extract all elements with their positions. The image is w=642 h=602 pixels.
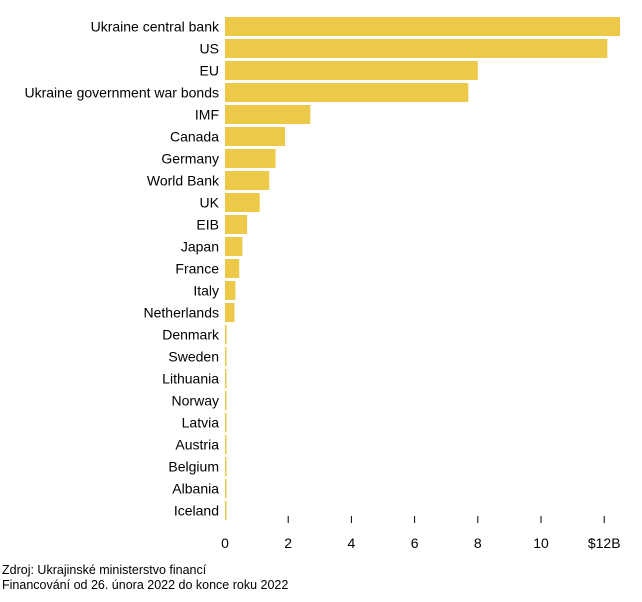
bar-austria — [225, 435, 227, 454]
bar-netherlands — [225, 303, 235, 322]
x-tick-label-0: 0 — [221, 535, 229, 551]
category-label-ukraine-government-war-bonds: Ukraine government war bonds — [24, 85, 219, 101]
category-label-world-bank: World Bank — [147, 173, 220, 189]
category-label-ukraine-central-bank: Ukraine central bank — [91, 19, 220, 35]
category-label-iceland: Iceland — [174, 503, 219, 519]
category-label-france: France — [175, 261, 219, 277]
bar-france — [225, 259, 240, 278]
bar-eib — [225, 215, 248, 234]
bar-world-bank — [225, 171, 270, 190]
bar-iceland — [225, 501, 227, 520]
category-label-germany: Germany — [161, 151, 219, 167]
bar-imf — [225, 105, 311, 124]
x-tick-label-6: 6 — [411, 535, 419, 551]
bar-ukraine-government-war-bonds — [225, 83, 469, 102]
category-label-eu: EU — [200, 63, 219, 79]
category-label-norway: Norway — [172, 393, 219, 409]
bar-lithuania — [225, 369, 227, 388]
bar-uk — [225, 193, 260, 212]
bar-ukraine-central-bank — [225, 17, 620, 36]
category-label-japan: Japan — [181, 239, 219, 255]
x-tick-label-4: 4 — [348, 535, 356, 551]
category-label-netherlands: Netherlands — [144, 305, 220, 321]
x-tick-label-2: 2 — [284, 535, 292, 551]
category-label-eib: EIB — [196, 217, 219, 233]
category-labels-group: Ukraine central bank US EU Ukraine governme… — [24, 19, 220, 519]
bar-chart: Ukraine central bank US EU Ukraine governme… — [24, 17, 621, 551]
x-tick-label-8: 8 — [474, 535, 482, 551]
category-label-denmark: Denmark — [162, 327, 220, 343]
category-label-lithuania: Lithuania — [162, 371, 219, 387]
category-label-canada: Canada — [170, 129, 219, 145]
bar-norway — [225, 391, 227, 410]
category-label-belgium: Belgium — [168, 459, 219, 475]
category-label-sweden: Sweden — [168, 349, 219, 365]
bar-germany — [225, 149, 276, 168]
period-note: Financování od 26. února 2022 do konce r… — [2, 578, 289, 592]
x-tick-label-10: 10 — [533, 535, 549, 551]
bars-group — [225, 17, 620, 520]
category-label-austria: Austria — [175, 437, 219, 453]
category-label-italy: Italy — [193, 283, 219, 299]
category-label-albania: Albania — [172, 481, 219, 497]
bar-italy — [225, 281, 236, 300]
x-tick-label-12: $12B — [588, 535, 621, 551]
source-note: Zdroj: Ukrajinské ministerstvo financí — [2, 563, 207, 577]
bar-eu — [225, 61, 478, 80]
bar-denmark — [225, 325, 227, 344]
category-label-latvia: Latvia — [182, 415, 220, 431]
category-label-uk: UK — [200, 195, 220, 211]
bar-albania — [225, 479, 227, 498]
bar-latvia — [225, 413, 227, 432]
bar-belgium — [225, 457, 227, 476]
bar-canada — [225, 127, 286, 146]
bar-us — [225, 39, 608, 58]
bar-japan — [225, 237, 243, 256]
category-label-imf: IMF — [195, 107, 219, 123]
category-label-us: US — [200, 41, 219, 57]
bar-sweden — [225, 347, 227, 366]
x-axis: 0 2 4 6 8 10 $12B — [221, 516, 621, 551]
